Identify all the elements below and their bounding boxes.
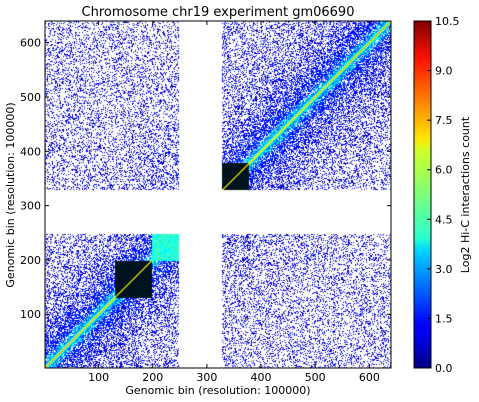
colorbar-tick-label: 6.0 — [435, 164, 453, 177]
heatmap-raster — [45, 21, 391, 368]
plot-area — [44, 20, 392, 369]
y-axis-ticks: 100 200 300 400 500 600 — [20, 37, 391, 321]
heatmap-raster-container — [45, 21, 391, 368]
x-tick-label: 400 — [251, 371, 272, 384]
x-tick-label: 300 — [196, 371, 217, 384]
colorbar-tick-label: 7.5 — [435, 114, 453, 127]
colorbar-gradient — [413, 20, 432, 369]
y-tick-label: 100 — [20, 308, 41, 321]
colorbar: 10.5 9.0 7.5 6.0 4.5 3.0 1.5 0.0 Log2 Hi-C inte… — [413, 15, 472, 375]
colorbar-label: Log2 Hi-C interactions count — [459, 116, 472, 273]
y-tick-label: 400 — [20, 145, 41, 158]
colorbar-tick-label: 9.0 — [435, 65, 453, 78]
colorbar-tick-label: 3.0 — [435, 263, 453, 276]
colorbar-tick-label: 1.5 — [435, 312, 453, 325]
chart-title: Chromosome chr19 experiment gm06690 — [82, 5, 355, 20]
y-tick-label: 300 — [20, 200, 41, 213]
colorbar-tick-label: 10.5 — [435, 15, 460, 28]
x-tick-label: 200 — [142, 371, 163, 384]
y-tick-label: 200 — [20, 254, 41, 267]
y-tick-label: 600 — [20, 37, 41, 50]
x-tick-label: 600 — [359, 371, 380, 384]
x-tick-label: 100 — [88, 371, 109, 384]
colorbar-ticks: 10.5 9.0 7.5 6.0 4.5 3.0 1.5 0.0 — [427, 15, 460, 375]
y-axis-label: Genomic bin (resolution: 100000) — [4, 102, 17, 287]
x-tick-label: 500 — [305, 371, 326, 384]
plot-border — [44, 20, 392, 369]
colorbar-tick-label: 0.0 — [435, 362, 453, 375]
x-axis-label: Genomic bin (resolution: 100000) — [125, 384, 310, 397]
x-axis-ticks: 100 200 300 400 500 600 — [88, 21, 380, 384]
colorbar-tick-label: 4.5 — [435, 213, 453, 226]
y-tick-label: 500 — [20, 91, 41, 104]
